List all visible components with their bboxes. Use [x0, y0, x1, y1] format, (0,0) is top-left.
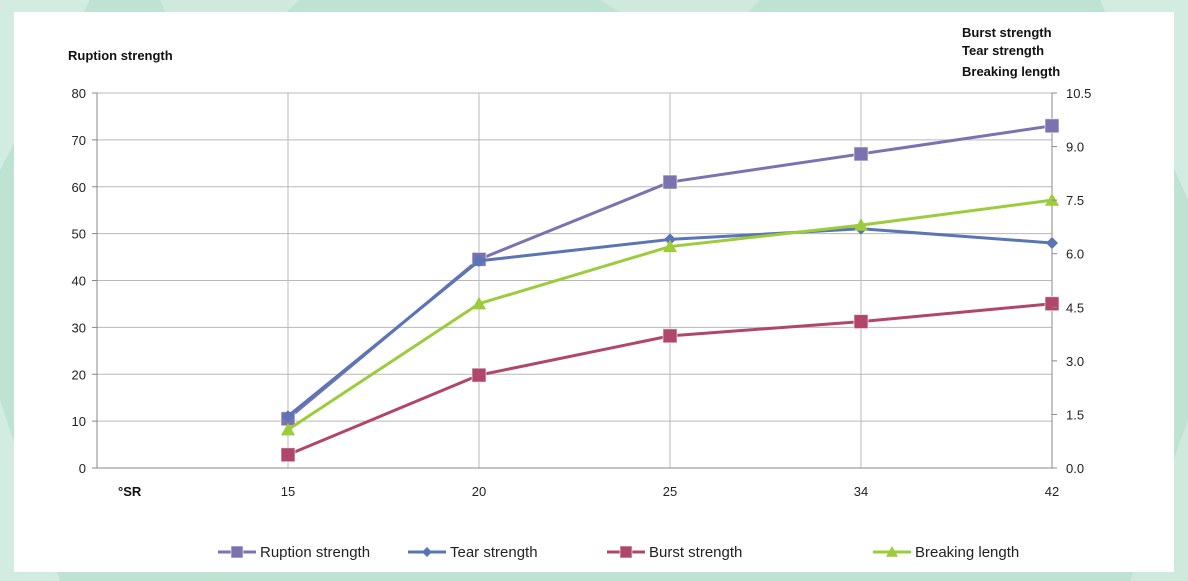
chart-panel: [14, 12, 1174, 572]
data-point-marker: [1045, 193, 1059, 206]
data-point-marker: [281, 422, 295, 436]
data-point-marker: [230, 545, 244, 559]
x-tick-label: 25: [663, 484, 677, 499]
right-axis-title-line-3: Breaking length: [962, 64, 1060, 79]
x-tick-label: 34: [854, 484, 868, 499]
legend: Ruption strength Tear strength Burst stren…: [218, 544, 1019, 561]
data-point-marker: [663, 239, 677, 253]
x-tick-label: 15: [281, 484, 295, 499]
right-tick-label: 9.0: [1066, 140, 1084, 155]
left-tick-label: 10: [72, 414, 86, 429]
left-axis-title: Ruption strength: [68, 48, 173, 63]
data-point-marker: [854, 218, 868, 231]
x-tick-label: 20: [472, 484, 486, 499]
data-point-marker: [853, 146, 869, 162]
data-point-marker: [1044, 118, 1060, 134]
data-point-marker: [280, 447, 296, 463]
tick-labels: 0 10 20 30 40 50 60 70 80 0.0 1.5 3.0 4.5 6.0 7.5 9.0 10…: [72, 86, 1092, 499]
left-tick-label: 20: [72, 367, 86, 382]
right-axis-title-line-2: Tear strength: [962, 43, 1044, 58]
legend-label: Ruption strength: [260, 544, 370, 561]
data-point-marker: [472, 296, 486, 310]
data-point-marker: [473, 254, 485, 267]
data-point-marker: [664, 233, 676, 246]
right-axis-title-line-1: Burst strength: [962, 25, 1052, 40]
right-tick-label: 3.0: [1066, 354, 1084, 369]
right-tick-label: 6.0: [1066, 247, 1084, 262]
data-point-marker: [619, 545, 633, 559]
data-point-marker: [662, 174, 678, 190]
grid: [96, 92, 1053, 469]
data-point-marker: [471, 367, 487, 383]
right-tick-label: 10.5: [1066, 86, 1091, 101]
legend-label: Breaking length: [915, 544, 1019, 561]
x-tick-label: 42: [1045, 484, 1059, 499]
left-tick-label: 80: [72, 86, 86, 101]
data-point-marker: [1044, 296, 1060, 312]
right-tick-label: 4.5: [1066, 300, 1084, 315]
data-point-marker: [1046, 237, 1058, 249]
left-tick-label: 70: [72, 133, 86, 148]
left-tick-label: 0: [79, 461, 86, 476]
right-tick-label: 1.5: [1066, 407, 1084, 422]
left-tick-label: 60: [72, 180, 86, 195]
left-tick-label: 50: [72, 227, 86, 242]
data-point-marker: [422, 547, 432, 557]
data-point-marker: [282, 410, 294, 423]
data-point-marker: [853, 314, 869, 330]
left-tick-label: 40: [72, 274, 86, 289]
legend-label: Burst strength: [649, 544, 742, 561]
legend-label: Tear strength: [450, 544, 538, 561]
data-point-marker: [662, 328, 678, 344]
right-tick-label: 0.0: [1066, 461, 1084, 476]
data-point-marker: [886, 546, 898, 557]
series-layer: [280, 118, 1060, 463]
right-tick-label: 7.5: [1066, 193, 1084, 208]
left-tick-label: 30: [72, 320, 86, 335]
x-axis-unit-label: °SR: [118, 484, 142, 499]
